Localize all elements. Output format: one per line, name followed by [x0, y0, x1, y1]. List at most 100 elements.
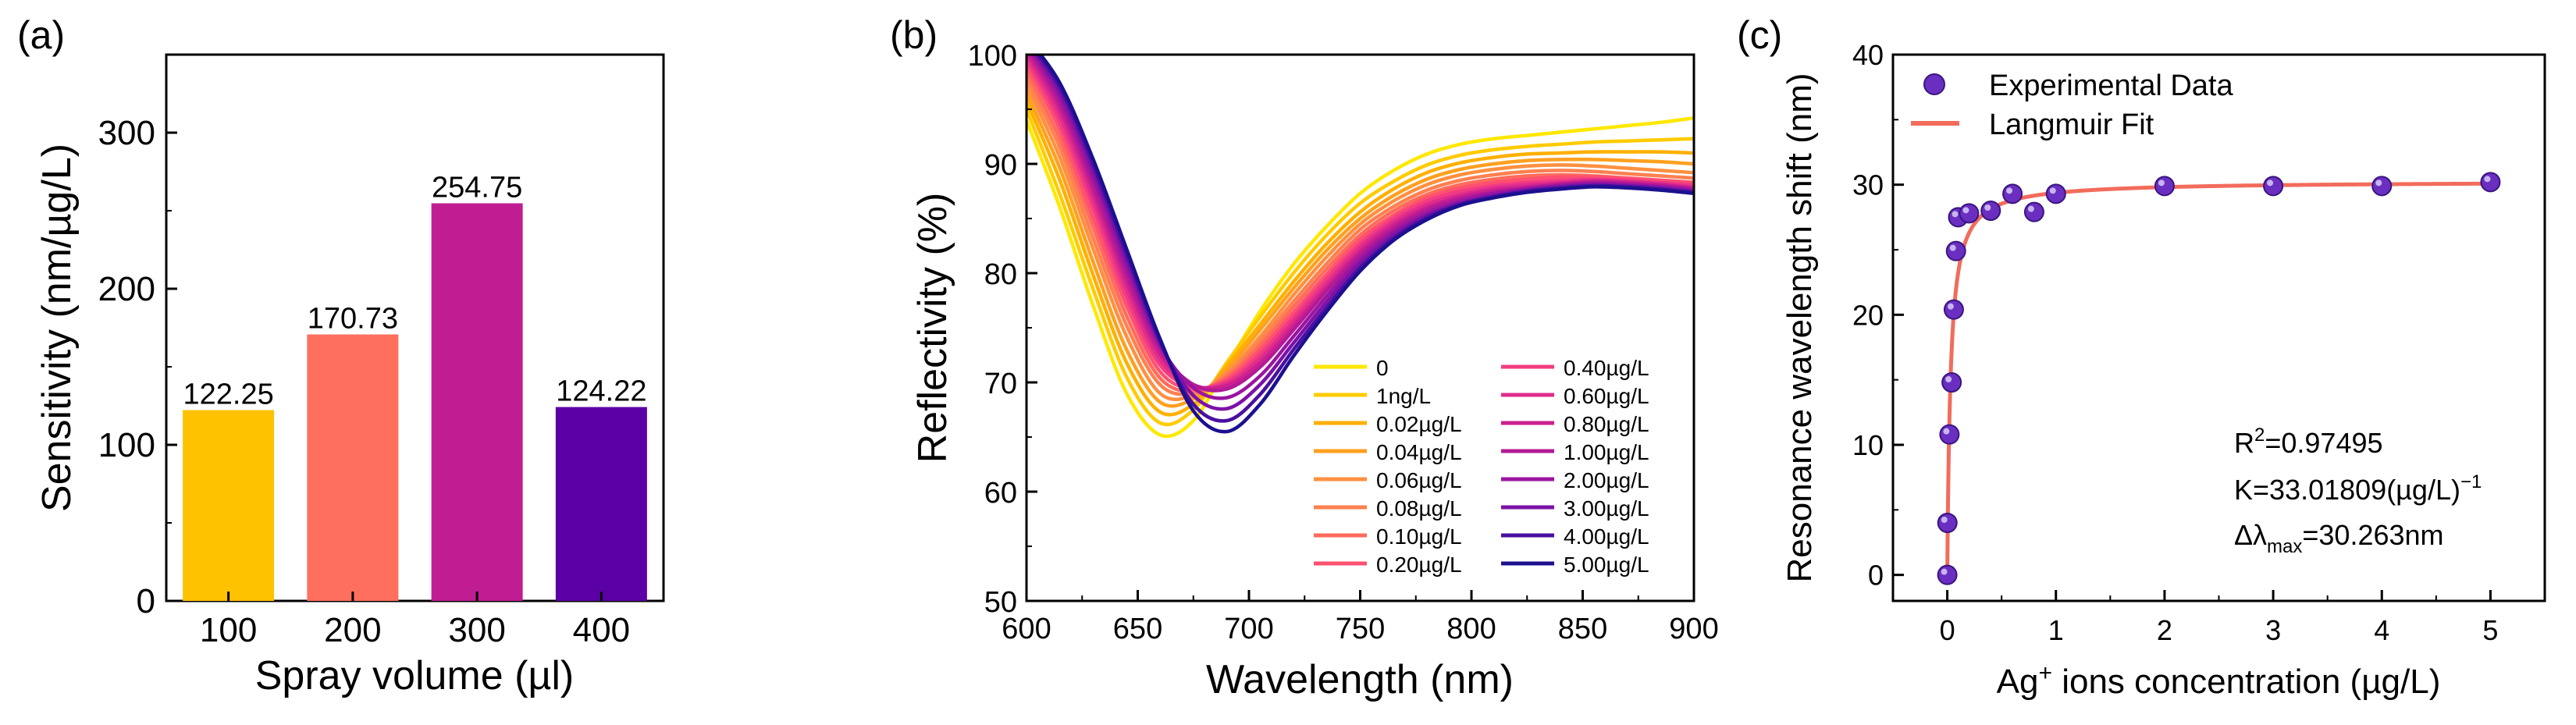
x-tick-label-850: 850 [1558, 613, 1607, 645]
data-point [2045, 183, 2066, 204]
data-point-highlight [2027, 205, 2034, 212]
y-tick-label-30: 30 [1852, 169, 1884, 201]
panel-b: (b) 600 650 700 750 800 850 900 50 60 70 80 90 100 0… [890, 13, 1719, 702]
data-point [1980, 201, 2001, 221]
x-tick-label-700: 700 [1224, 613, 1273, 645]
legend-label-0.80µg/L: 0.80µg/L [1564, 412, 1649, 436]
legend-label-5.00µg/L: 5.00µg/L [1564, 553, 1649, 577]
x-tick-label-100: 100 [200, 611, 257, 649]
legend-label-3.00µg/L: 3.00µg/L [1564, 496, 1649, 521]
x-tick-label-4: 4 [2374, 614, 2389, 646]
legend-label-0.10µg/L: 0.10µg/L [1376, 524, 1462, 549]
data-point [1959, 203, 1980, 224]
panel-c-xlabel: Ag+ ions concentration (µg/L) [1997, 660, 2441, 701]
bar-value-label-200: 170.73 [308, 303, 398, 336]
data-point-highlight [1952, 211, 1959, 218]
legend-label-0.04µg/L: 0.04µg/L [1376, 440, 1462, 464]
data-point [2002, 183, 2023, 204]
data-point-highlight [1943, 428, 1950, 435]
panel-a: (a) 122.25 170.73 254.75 124.22 100 200 300 40… [17, 13, 665, 698]
data-point-highlight [1962, 207, 1969, 214]
panel-b-tag: (b) [890, 13, 938, 57]
y-tick-label-80: 80 [984, 258, 1017, 291]
data-point-highlight [2049, 187, 2056, 194]
data-point-highlight [1941, 517, 1948, 523]
legend-label-0: 0 [1376, 356, 1389, 380]
y-tick-label-60: 60 [984, 477, 1017, 510]
legend-label-experimental: Experimental Data [1989, 69, 2233, 102]
y-tick-label-70: 70 [984, 368, 1017, 400]
legend-marker-experimental [1923, 73, 1945, 95]
panel-a-bars: 122.25 170.73 254.75 124.22 [183, 172, 647, 601]
legend-label-0.20µg/L: 0.20µg/L [1376, 553, 1462, 577]
data-point-highlight [1945, 376, 1952, 382]
y-tick-label-200: 200 [98, 270, 155, 308]
data-point [1939, 424, 1960, 445]
data-point-highlight [1949, 244, 1956, 251]
panel-a-plot-frame [165, 53, 665, 602]
legend-label-0.60µg/L: 0.60µg/L [1564, 384, 1649, 408]
bar-value-label-300: 254.75 [432, 172, 522, 204]
panel-c-legend: Experimental Data Langmuir Fit [1911, 69, 2233, 141]
legend-label-0.08µg/L: 0.08µg/L [1376, 496, 1462, 521]
annotation-dlambda: Δλmax=30.263nm [2234, 519, 2444, 557]
bar-400 [555, 407, 647, 601]
x-tick-label-200: 200 [324, 611, 381, 649]
bar-value-label-100: 122.25 [183, 378, 274, 411]
spectrum-line-5.00µg/L [1038, 55, 1694, 434]
data-point-highlight [2267, 179, 2274, 187]
x-tick-label-0: 0 [1940, 614, 1955, 646]
panel-a-tag: (a) [17, 13, 65, 57]
y-tick-label-100: 100 [968, 40, 1017, 73]
annotation-r2: R2=0.97495 [2234, 425, 2383, 459]
y-tick-label-300: 300 [98, 114, 155, 152]
x-tick-label-900: 900 [1669, 613, 1718, 645]
bar-300 [431, 203, 523, 601]
panel-a-xlabel: Spray volume (µl) [255, 653, 575, 698]
panel-c-points [1937, 172, 2501, 585]
data-point-highlight [2158, 179, 2165, 187]
panel-c-tag: (c) [1737, 13, 1782, 57]
y-tick-label-50: 50 [984, 586, 1017, 619]
y-tick-label-40: 40 [1852, 39, 1884, 71]
legend-label-0.06µg/L: 0.06µg/L [1376, 468, 1462, 492]
data-point [2154, 176, 2175, 197]
legend-label-0.40µg/L: 0.40µg/L [1564, 356, 1649, 380]
y-tick-label-0: 0 [137, 582, 155, 620]
panel-b-ylabel: Reflectivity (%) [910, 193, 955, 464]
data-point-highlight [2375, 179, 2382, 187]
y-tick-label-0: 0 [1868, 560, 1884, 592]
y-tick-label-100: 100 [98, 426, 155, 464]
panel-b-xlabel: Wavelength (nm) [1206, 657, 1514, 702]
panel-a-axes: 100 200 300 400 0 100 200 300 [98, 114, 631, 649]
panel-c-ylabel: Resonance wavelength shift (nm) [1781, 73, 1819, 583]
data-point [2480, 172, 2501, 193]
legend-label-0.02µg/L: 0.02µg/L [1376, 412, 1462, 436]
langmuir-fit-line [1945, 181, 2491, 575]
data-point [1943, 299, 1964, 320]
data-point-highlight [1941, 568, 1948, 575]
data-point [1945, 240, 1966, 261]
y-tick-label-90: 90 [984, 149, 1017, 182]
spectrum-line-0.02µg/L [1026, 99, 1694, 417]
x-tick-label-2: 2 [2157, 614, 2172, 646]
panel-b-legend: 0 1ng/L 0.02µg/L 0.04µg/L 0.06µg/L 0.08µg/L 0.… [1314, 356, 1649, 577]
spectrum-line-1ng/L [1026, 108, 1694, 427]
spectrum-line-0.20µg/L [1026, 64, 1694, 391]
y-tick-label-20: 20 [1852, 299, 1884, 331]
panel-c-axes: 0 1 2 3 4 5 0 10 20 30 40 [1852, 39, 2498, 646]
x-tick-label-300: 300 [448, 611, 505, 649]
panel-c: (c) 0 1 2 3 4 5 0 10 20 30 40 Experimental Data La… [1737, 13, 2546, 701]
legend-label-4.00µg/L: 4.00µg/L [1564, 524, 1649, 549]
annotation-k: K=33.01809(µg/L)−1 [2234, 471, 2482, 506]
x-tick-label-800: 800 [1446, 613, 1496, 645]
panel-c-fit-layer [1945, 181, 2491, 575]
panel-c-annotations: R2=0.97495 K=33.01809(µg/L)−1 Δλmax=30.2… [2234, 425, 2482, 557]
data-point [1937, 564, 1958, 585]
x-tick-label-400: 400 [573, 611, 630, 649]
data-point-highlight [2006, 187, 2013, 194]
x-tick-label-600: 600 [1002, 613, 1051, 645]
x-tick-label-750: 750 [1336, 613, 1385, 645]
legend-label-1.00µg/L: 1.00µg/L [1564, 440, 1649, 464]
